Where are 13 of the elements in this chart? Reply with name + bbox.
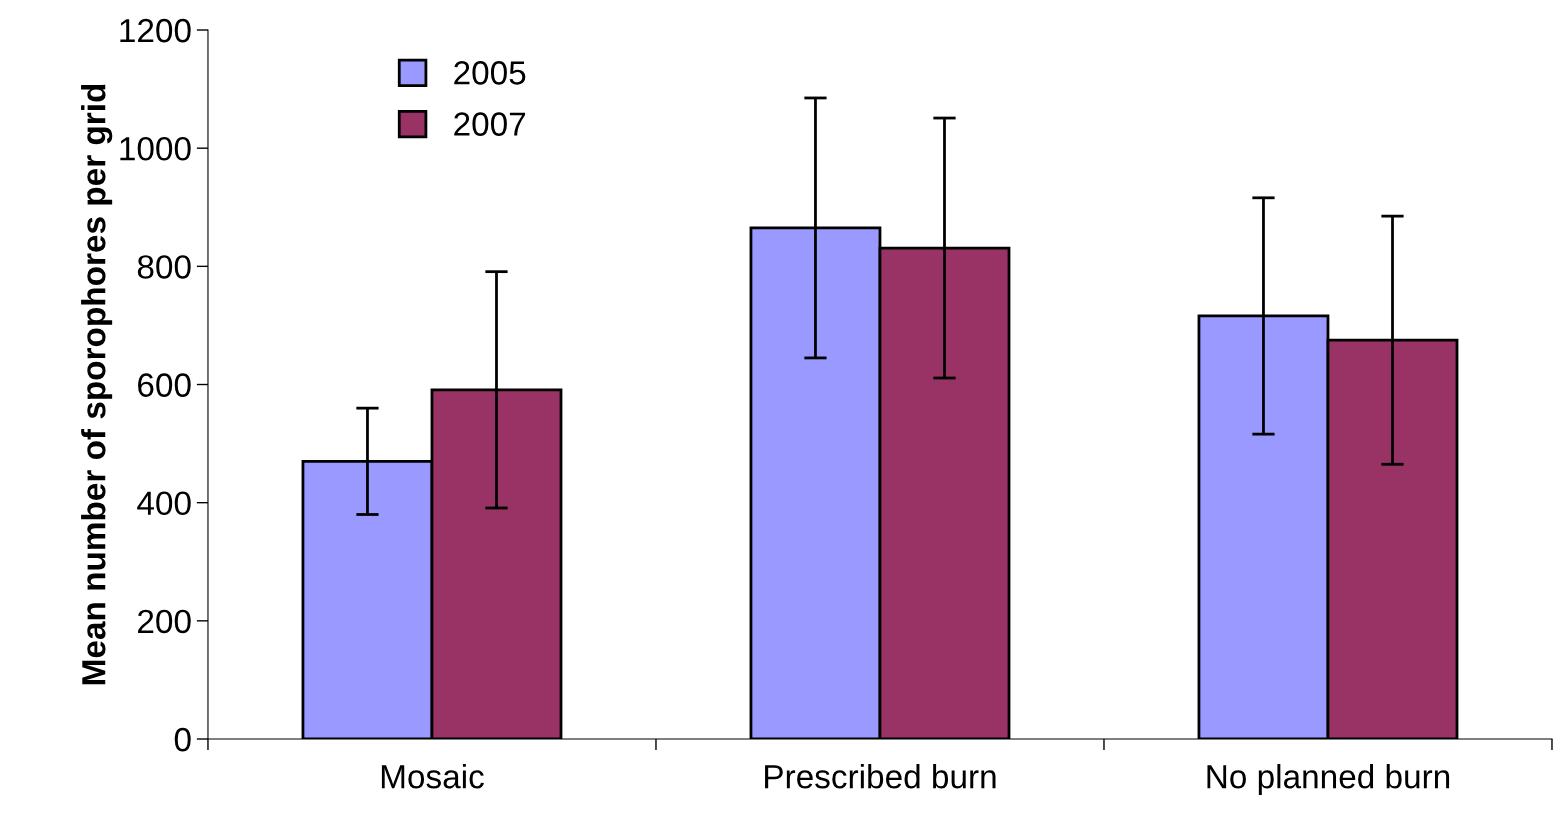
legend-label: 2005 xyxy=(454,61,526,85)
legend-label: 2007 xyxy=(454,112,526,136)
x-tick-label: Prescribed burn xyxy=(765,764,996,789)
y-tick-label: 0 xyxy=(174,727,191,752)
y-tick-label: 200 xyxy=(138,609,191,634)
y-tick-label: 1200 xyxy=(120,18,191,43)
y-tick-label: 400 xyxy=(137,491,191,516)
y-tick-label: 800 xyxy=(137,255,191,279)
y-tick-label: 600 xyxy=(138,373,191,397)
y-axis-title: Mean number of sporophores per grid xyxy=(81,84,113,685)
x-tick-label: Mosaic xyxy=(381,764,484,789)
x-tick-label: No planned burn xyxy=(1207,764,1450,796)
y-tick-label: 1000 xyxy=(120,136,191,161)
